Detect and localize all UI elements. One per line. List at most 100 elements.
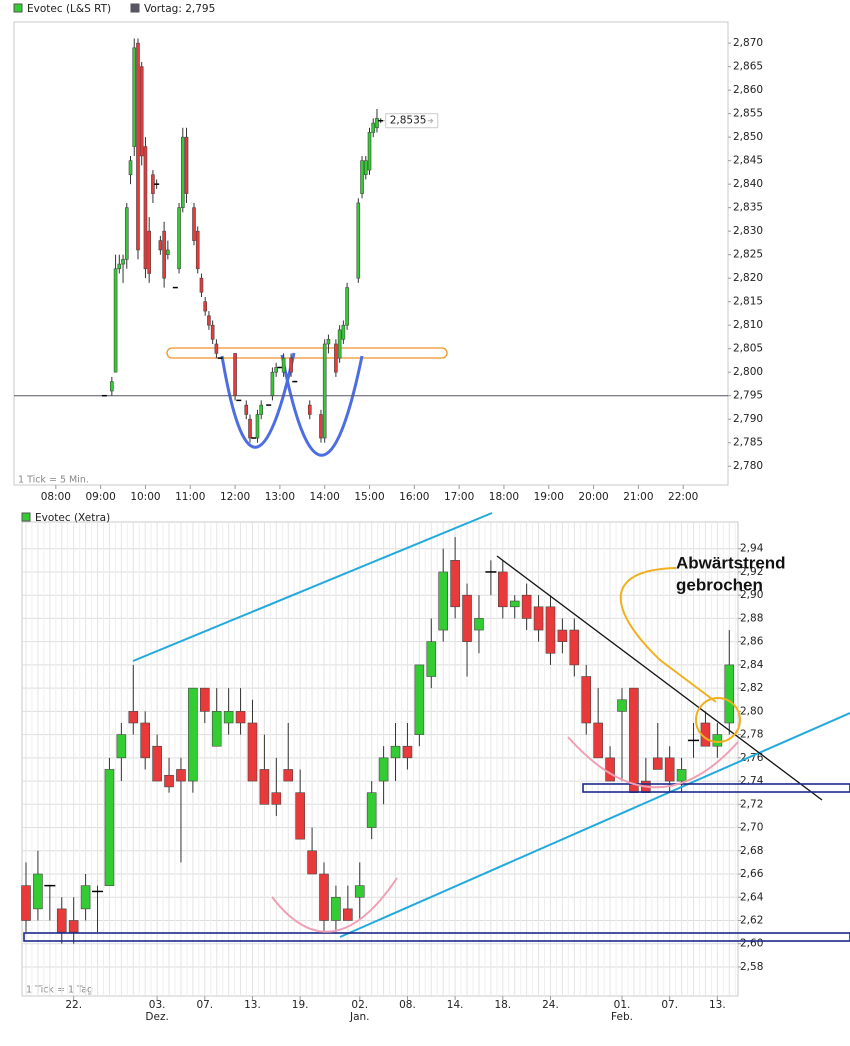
candle-body [199, 277, 204, 293]
candle-body [211, 711, 222, 747]
y-tick-label: 2,820 [733, 272, 763, 284]
x-tick-label: 13:00 [265, 491, 295, 503]
last-value-label: 2,8535 [390, 115, 427, 127]
y-tick-label: 2,90 [740, 589, 763, 601]
candle-body [307, 850, 317, 875]
x-tick-label: 01. [614, 999, 631, 1011]
double-bottom-curve [280, 354, 364, 457]
legend-swatch [21, 512, 31, 522]
y-tick-label: 2,870 [733, 37, 763, 49]
candle-body [203, 301, 207, 312]
candle-body [307, 404, 312, 415]
candle-body [343, 908, 353, 921]
candle-body [322, 343, 327, 439]
x-tick-label: 07. [661, 999, 678, 1011]
candle-body [331, 896, 341, 921]
candle-body [375, 118, 379, 129]
candle-body [334, 343, 338, 373]
candle-body [270, 371, 275, 396]
candle-body [104, 769, 115, 886]
trend-line [339, 712, 850, 938]
candle-body [143, 146, 148, 270]
x-tick-label: 19. [292, 999, 309, 1011]
resistance-ellipse [166, 347, 448, 359]
support-zone [23, 932, 850, 942]
x-tick-label: 17:00 [444, 491, 474, 503]
y-tick-label: 2,68 [740, 845, 763, 857]
y-tick-label: 2,845 [733, 155, 763, 167]
y-tick-label: 2,795 [733, 390, 763, 402]
candle-body [533, 606, 544, 631]
candle-body [151, 174, 155, 194]
candle-body [474, 618, 484, 631]
annotation-text: gebrochen [676, 575, 763, 594]
candle-body [581, 676, 592, 724]
candle-body [259, 769, 270, 805]
last-value-box [385, 113, 439, 129]
candle-body [676, 769, 687, 782]
candle-body [259, 404, 264, 415]
candle-body [367, 132, 372, 171]
x-tick-label: 22:00 [668, 491, 698, 503]
candle-body [390, 745, 401, 759]
candle-body [152, 745, 162, 782]
candle-body [724, 664, 735, 724]
candle-body [360, 160, 364, 194]
y-tick-label: 2,830 [733, 225, 763, 237]
candle-body [140, 722, 150, 759]
x-tick-label: 11:00 [175, 491, 205, 503]
candle-body [117, 263, 122, 270]
y-tick-label: 2,86 [740, 636, 764, 648]
y-tick-label: 2,855 [733, 108, 763, 120]
x-tick-label: 21:00 [623, 491, 653, 503]
y-tick-label: 2,66 [740, 868, 764, 880]
candle-body [33, 873, 43, 910]
candle-body [341, 324, 346, 340]
breakout-circle [695, 697, 741, 743]
bottom-curve [271, 877, 398, 933]
candle-body [147, 230, 151, 274]
candle-body [450, 560, 460, 608]
candle-body [128, 160, 133, 176]
x-tick-label: 19:00 [534, 491, 564, 503]
y-tick-label: 2,825 [733, 249, 763, 261]
candle-body [354, 885, 365, 898]
candle-body [319, 414, 323, 439]
candle-body [371, 122, 376, 133]
y-tick-label: 2,94 [740, 543, 764, 555]
y-tick-label: 2,84 [740, 659, 764, 671]
candle-body [497, 571, 508, 608]
legend-swatch [13, 3, 23, 13]
candle-body [200, 687, 210, 712]
candle-body [617, 699, 627, 712]
candle-body [223, 711, 234, 724]
candle-body [521, 594, 532, 619]
candle-body [289, 357, 293, 373]
y-tick-label: 2,60 [740, 938, 763, 950]
annotation-text: Abwärtstrend [676, 553, 786, 572]
x-tick-label: 20:00 [578, 491, 608, 503]
candle-body [509, 600, 520, 608]
x-tick-label: 09:00 [86, 491, 116, 503]
candle-body [274, 367, 278, 373]
candle-body [195, 230, 200, 270]
candle-body [557, 629, 568, 642]
x-tick-label: 03. [149, 999, 166, 1011]
candle-body [177, 207, 181, 270]
y-tick-label: 2,76 [740, 752, 764, 764]
candle-body [664, 757, 675, 782]
candle-body [248, 418, 252, 439]
x-tick-label: 14. [447, 999, 464, 1011]
x-tick-label: 24. [542, 999, 559, 1011]
candle-body [128, 711, 139, 724]
y-tick-label: 2,58 [740, 961, 763, 973]
legend-label: Evotec (L&S RT) [27, 3, 111, 15]
candle-body [605, 757, 615, 782]
y-tick-label: 2,810 [733, 319, 763, 331]
candle-body [110, 381, 114, 392]
candle-body [652, 757, 663, 770]
candle-body [438, 571, 449, 631]
candle-body [210, 324, 215, 340]
candle-body [712, 734, 723, 747]
y-tick-label: 2,850 [733, 131, 763, 143]
